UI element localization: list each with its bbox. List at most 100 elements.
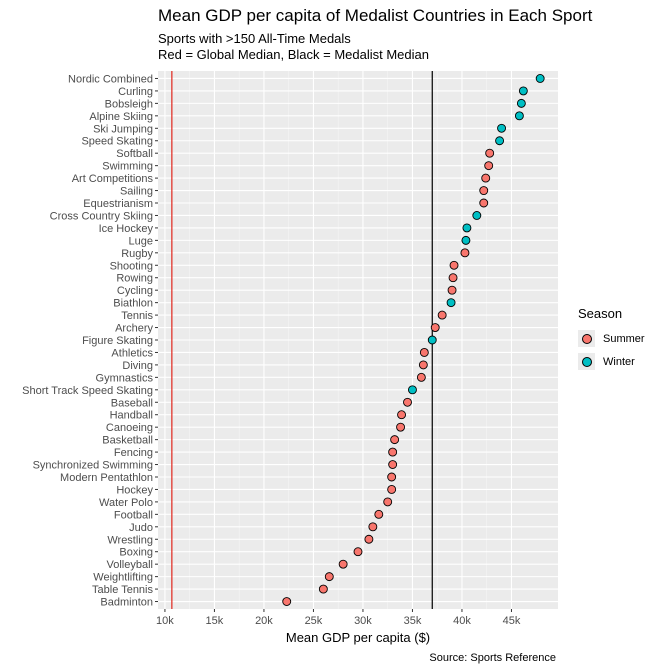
y-tick-label: Ski Jumping	[93, 123, 153, 135]
data-point	[481, 173, 491, 183]
y-tick-label: Rowing	[116, 273, 153, 285]
data-point	[418, 360, 428, 370]
x-tick-label: 25k	[305, 615, 323, 627]
data-point	[374, 509, 384, 519]
x-tick-label: 40k	[453, 615, 471, 627]
y-tick-label: Weightlifting	[93, 572, 153, 584]
data-point	[318, 584, 328, 594]
y-tick-label: Figure Skating	[82, 335, 153, 347]
legend-dot-winter	[581, 356, 592, 367]
data-point	[449, 260, 459, 270]
y-tick-label: Volleyball	[107, 559, 153, 571]
legend-dot-summer	[581, 333, 592, 344]
data-point	[383, 497, 393, 507]
data-point	[408, 385, 417, 395]
legend-label-winter: Winter	[603, 355, 635, 368]
y-tick-label: Equestrianism	[83, 198, 153, 210]
data-point	[282, 597, 292, 606]
y-tick-label: Bobsleigh	[105, 98, 153, 110]
y-tick-label: Boxing	[119, 547, 153, 559]
legend: Season Summer Winter	[578, 306, 645, 373]
y-tick-label: Luge	[129, 235, 153, 247]
data-point	[485, 148, 495, 158]
legend-key-summer	[578, 330, 595, 347]
data-point	[462, 223, 472, 233]
data-point	[460, 248, 470, 258]
y-tick-label: Swimming	[102, 161, 153, 173]
data-point	[447, 285, 457, 295]
y-tick-label: Nordic Combined	[68, 73, 153, 85]
data-point	[495, 136, 505, 146]
y-tick-label: Ice Hockey	[99, 223, 154, 235]
y-tick-label: Speed Skating	[81, 136, 153, 148]
data-point	[446, 298, 456, 308]
data-point	[416, 372, 426, 382]
data-point	[430, 323, 440, 332]
data-point	[396, 422, 406, 432]
x-axis-title: Mean GDP per capita ($)	[286, 630, 430, 645]
y-tick-label: Fencing	[114, 447, 153, 459]
data-point	[387, 484, 397, 494]
y-tick-label: Softball	[116, 148, 153, 160]
y-tick-label: Modern Pentathlon	[60, 472, 153, 484]
y-tick-label: Biathlon	[113, 298, 153, 310]
legend-item-summer: Summer	[578, 327, 645, 350]
x-tick-label: 35k	[404, 615, 422, 627]
data-point	[324, 572, 334, 582]
y-tick-label: Tennis	[121, 310, 153, 322]
data-point	[484, 161, 494, 171]
legend-key-winter	[578, 353, 595, 370]
y-tick-label: Cycling	[117, 285, 153, 297]
y-tick-label: Baseball	[111, 397, 153, 409]
chart-title: Mean GDP per capita of Medalist Countrie…	[158, 6, 593, 25]
legend-title: Season	[578, 306, 623, 321]
chart-subtitle: Sports with >150 All-Time Medals Red = G…	[158, 31, 429, 62]
y-tick-label: Badminton	[100, 597, 153, 609]
y-tick-label: Diving	[122, 360, 153, 372]
data-point	[461, 235, 471, 245]
data-point	[419, 348, 429, 357]
x-tick-label: 20k	[255, 615, 273, 627]
y-tick-label: Water Polo	[99, 497, 153, 509]
y-tick-label: Hockey	[116, 484, 153, 496]
y-tick-label: Art Competitions	[72, 173, 154, 185]
data-point	[479, 198, 489, 208]
y-tick-label: Basketball	[102, 435, 153, 447]
data-point	[388, 447, 398, 457]
legend-item-winter: Winter	[578, 350, 645, 373]
y-tick-label: Short Track Speed Skating	[22, 385, 153, 397]
source-caption: Source: Sports Reference	[429, 652, 556, 664]
data-point	[535, 74, 545, 83]
legend-label-summer: Summer	[603, 332, 645, 345]
data-point	[514, 111, 524, 121]
data-point	[388, 460, 398, 469]
y-tick-label: Archery	[115, 323, 153, 335]
data-point	[427, 335, 437, 345]
data-point	[472, 211, 482, 220]
data-point	[448, 273, 458, 283]
y-tick-label: Alpine Skiing	[89, 111, 153, 123]
y-tick-label: Sailing	[120, 186, 153, 198]
y-tick-label: Cross Country Skiing	[50, 210, 153, 222]
data-point	[364, 534, 374, 544]
y-tick-label: Handball	[110, 410, 153, 422]
y-tick-label: Curling	[118, 86, 153, 98]
x-tick-label: 30k	[354, 615, 372, 627]
data-point	[479, 186, 489, 196]
x-tick-label: 10k	[156, 615, 174, 627]
y-tick-label: Athletics	[111, 347, 153, 359]
data-point	[516, 98, 526, 108]
y-tick-label: Judo	[129, 522, 153, 534]
y-tick-label: Football	[114, 509, 153, 521]
data-point	[368, 522, 378, 532]
y-tick-label: Wrestling	[107, 534, 153, 546]
data-point	[387, 472, 397, 482]
y-tick-label: Gymnastics	[96, 372, 154, 384]
x-tick-label: 15k	[206, 615, 224, 627]
data-point	[397, 410, 407, 420]
y-tick-label: Shooting	[110, 260, 153, 272]
y-tick-label: Synchronized Swimming	[33, 460, 153, 472]
x-tick-label: 45k	[503, 615, 521, 627]
data-point	[353, 547, 363, 557]
